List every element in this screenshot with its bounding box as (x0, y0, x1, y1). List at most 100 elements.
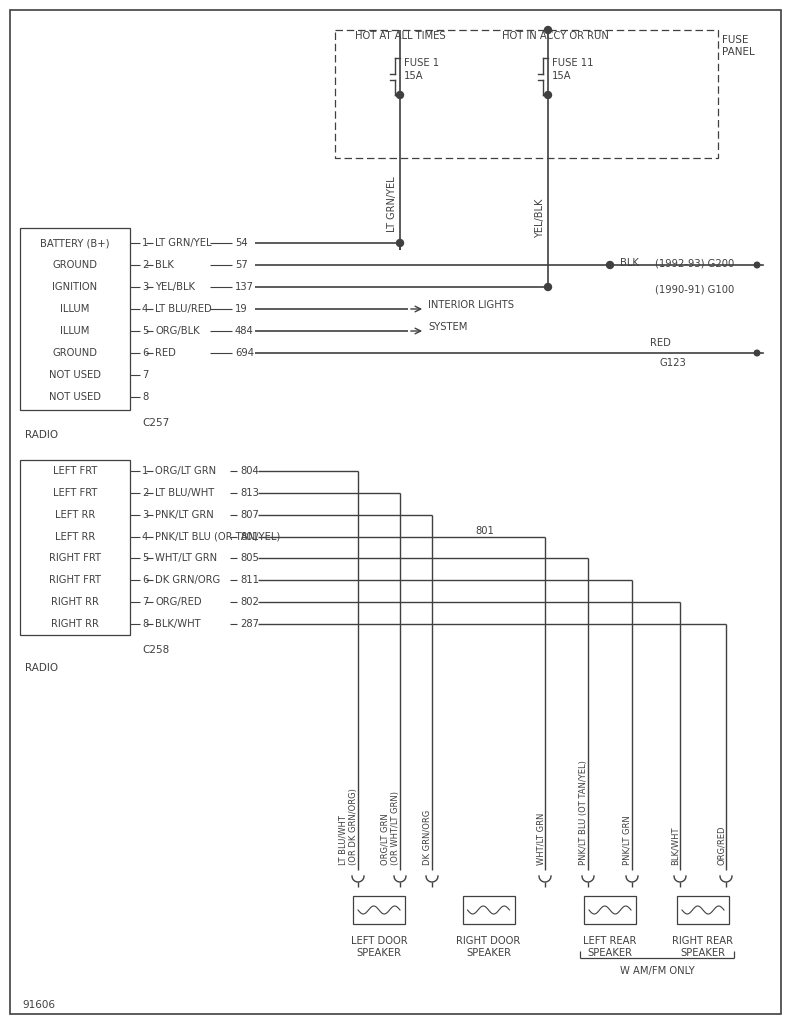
Text: INTERIOR LIGHTS: INTERIOR LIGHTS (428, 300, 514, 310)
Text: PANEL: PANEL (722, 47, 755, 57)
Text: FUSE: FUSE (722, 35, 748, 45)
Text: RIGHT RR: RIGHT RR (51, 620, 99, 629)
Text: 3: 3 (142, 282, 148, 292)
Text: PNK/LT BLU (OT TAN/YEL): PNK/LT BLU (OT TAN/YEL) (579, 760, 588, 865)
Text: 802: 802 (240, 597, 259, 607)
Text: GROUND: GROUND (52, 260, 97, 270)
Text: RIGHT DOOR
SPEAKER: RIGHT DOOR SPEAKER (456, 936, 520, 957)
Text: LEFT DOOR
SPEAKER: LEFT DOOR SPEAKER (350, 936, 407, 957)
Text: 7: 7 (142, 597, 149, 607)
Text: DK GRN/ORG: DK GRN/ORG (423, 810, 432, 865)
Text: 801: 801 (475, 525, 494, 536)
Text: RED: RED (155, 348, 176, 358)
Text: 137: 137 (235, 282, 254, 292)
Text: 484: 484 (235, 326, 254, 336)
Text: 19: 19 (235, 304, 248, 314)
Text: RADIO: RADIO (25, 663, 58, 673)
Text: YEL/BLK: YEL/BLK (155, 282, 195, 292)
Text: LT GRN/YEL: LT GRN/YEL (387, 176, 397, 231)
Text: DK GRN/ORG: DK GRN/ORG (155, 575, 220, 586)
Text: 91606: 91606 (22, 1000, 55, 1010)
Text: NOT USED: NOT USED (49, 392, 101, 402)
Text: LT BLU/RED: LT BLU/RED (155, 304, 212, 314)
Text: BLK: BLK (155, 260, 174, 270)
Text: 2: 2 (142, 260, 149, 270)
Text: BLK/WHT: BLK/WHT (155, 620, 201, 629)
Bar (584, 896, 636, 924)
Circle shape (544, 27, 551, 34)
Text: WHT/LT GRN: WHT/LT GRN (155, 553, 217, 563)
Text: 6: 6 (142, 575, 149, 586)
Text: ILLUM: ILLUM (60, 304, 89, 314)
Circle shape (396, 91, 403, 98)
Text: C258: C258 (142, 645, 169, 655)
Text: 57: 57 (235, 260, 248, 270)
Text: HOT IN ACCY OR RUN: HOT IN ACCY OR RUN (502, 31, 609, 41)
Text: BLK/WHT: BLK/WHT (671, 826, 680, 865)
Text: (1992-93) G200: (1992-93) G200 (655, 258, 734, 268)
Text: PNK/LT BLU (OR TAN/YEL): PNK/LT BLU (OR TAN/YEL) (155, 531, 280, 542)
Text: 811: 811 (240, 575, 259, 586)
Text: LEFT FRT: LEFT FRT (53, 487, 97, 498)
Text: GROUND: GROUND (52, 348, 97, 358)
Text: 5: 5 (142, 553, 149, 563)
Text: LEFT REAR
SPEAKER: LEFT REAR SPEAKER (583, 936, 637, 957)
Text: RED: RED (650, 338, 671, 348)
Text: 3: 3 (142, 510, 148, 520)
Text: RIGHT FRT: RIGHT FRT (49, 575, 101, 586)
Text: BATTERY (B+): BATTERY (B+) (40, 238, 110, 248)
Text: 813: 813 (240, 487, 259, 498)
Text: 6: 6 (142, 348, 149, 358)
Text: 5: 5 (142, 326, 149, 336)
Bar (677, 896, 729, 924)
Text: ORG/LT GRN
(OR WHT/LT GRN): ORG/LT GRN (OR WHT/LT GRN) (380, 791, 400, 865)
Text: LEFT RR: LEFT RR (55, 510, 95, 520)
Text: HOT AT ALL TIMES: HOT AT ALL TIMES (355, 31, 445, 41)
Text: 54: 54 (235, 238, 248, 248)
Bar (353, 896, 405, 924)
Text: 804: 804 (240, 466, 259, 476)
Text: RIGHT FRT: RIGHT FRT (49, 553, 101, 563)
Text: ORG/RED: ORG/RED (717, 825, 726, 865)
Text: LEFT RR: LEFT RR (55, 531, 95, 542)
Circle shape (754, 350, 760, 355)
Text: 15A: 15A (552, 71, 572, 81)
Text: 8: 8 (142, 392, 148, 402)
Text: W AM/FM ONLY: W AM/FM ONLY (619, 966, 694, 976)
Text: RADIO: RADIO (25, 430, 58, 440)
Text: LT BLU/WHT: LT BLU/WHT (155, 487, 214, 498)
Text: G123: G123 (660, 358, 687, 368)
Text: 7: 7 (142, 370, 149, 380)
Text: LEFT FRT: LEFT FRT (53, 466, 97, 476)
Text: FUSE 11: FUSE 11 (552, 58, 593, 68)
Text: PNK/LT GRN: PNK/LT GRN (155, 510, 214, 520)
Circle shape (544, 284, 551, 291)
Text: 805: 805 (240, 553, 259, 563)
Text: LT GRN/YEL: LT GRN/YEL (155, 238, 211, 248)
Text: 1: 1 (142, 238, 149, 248)
Text: C257: C257 (142, 418, 169, 428)
Text: 2: 2 (142, 487, 149, 498)
Text: 287: 287 (240, 620, 259, 629)
Text: ILLUM: ILLUM (60, 326, 89, 336)
Text: LT BLU/WHT
(OR DK GRN/ORG): LT BLU/WHT (OR DK GRN/ORG) (339, 788, 358, 865)
Text: PNK/LT GRN: PNK/LT GRN (623, 815, 632, 865)
Text: 4: 4 (142, 304, 148, 314)
Text: NOT USED: NOT USED (49, 370, 101, 380)
Text: IGNITION: IGNITION (52, 282, 97, 292)
Text: SYSTEM: SYSTEM (428, 322, 467, 332)
Text: ORG/LT GRN: ORG/LT GRN (155, 466, 216, 476)
Circle shape (607, 261, 614, 268)
Bar (20, 228, 130, 410)
Text: RIGHT RR: RIGHT RR (51, 597, 99, 607)
Text: 1: 1 (142, 466, 149, 476)
Text: 4: 4 (142, 531, 148, 542)
Text: WHT/LT GRN: WHT/LT GRN (536, 813, 545, 865)
Text: 694: 694 (235, 348, 254, 358)
Text: 15A: 15A (404, 71, 424, 81)
Text: ORG/RED: ORG/RED (155, 597, 202, 607)
Text: FUSE 1: FUSE 1 (404, 58, 439, 68)
Circle shape (754, 262, 760, 268)
Text: ORG/BLK: ORG/BLK (155, 326, 199, 336)
Text: (1990-91) G100: (1990-91) G100 (655, 284, 734, 294)
